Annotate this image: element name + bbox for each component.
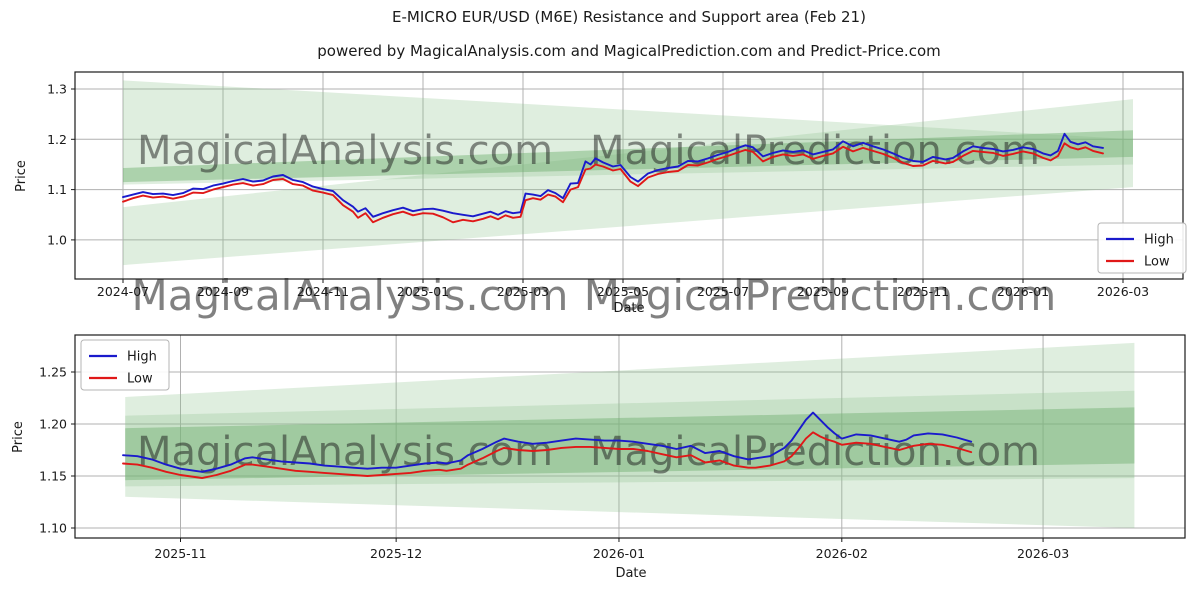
top-chart-x-tick-label: 2025-09 xyxy=(797,284,849,299)
bottom-chart-x-tick-label: 2025-11 xyxy=(154,546,206,561)
bottom-chart-legend-high-label: High xyxy=(127,350,157,365)
top-chart-x-tick-label: 2026-03 xyxy=(1097,284,1149,299)
top-chart-core-band xyxy=(123,130,1133,183)
bottom-chart-legend-low-label: Low xyxy=(127,372,153,387)
bottom-chart-core-band xyxy=(125,407,1135,481)
watermark-magicalprediction-bottom: MagicalPrediction.com xyxy=(590,429,1040,475)
top-chart-high-line xyxy=(122,132,1104,218)
bottom-chart-outer-band xyxy=(125,342,1135,528)
bottom-chart-y-tick-label: 1.25 xyxy=(39,365,67,380)
bottom-chart-legend-box xyxy=(80,339,170,391)
top-chart-support-wedge xyxy=(123,99,1133,266)
figure-title: E-MICRO EUR/USD (M6E) Resistance and Sup… xyxy=(392,8,866,26)
figure-subtitle: powered by MagicalAnalysis.com and Magic… xyxy=(317,42,941,60)
top-chart-y-tick-label: 1.0 xyxy=(47,232,67,247)
chart-foreground-layer: 2024-07 2024-09 2024-11 2025-01 2025-03 2025-… xyxy=(39,71,1187,561)
bottom-chart-plot-border xyxy=(74,334,1186,539)
bottom-chart-y-tick-label: 1.10 xyxy=(39,521,67,536)
top-chart-y-tick-label: 1.1 xyxy=(47,182,67,197)
watermark-magicalanalysis-top: MagicalAnalysis.com xyxy=(137,128,553,174)
top-chart-legend-box xyxy=(1097,222,1187,274)
top-chart-x-tick-label: 2024-09 xyxy=(197,284,249,299)
top-chart-y-axis-label: Price xyxy=(14,160,29,192)
top-chart-x-tick-label: 2025-05 xyxy=(597,284,649,299)
top-chart-x-tick-label: 2025-07 xyxy=(697,284,749,299)
top-chart-y-tick-label: 1.2 xyxy=(47,132,67,147)
top-chart-x-tick-label: 2024-07 xyxy=(97,284,149,299)
top-chart-x-tick-label: 2025-11 xyxy=(897,284,949,299)
top-chart-legend: High Low xyxy=(1097,222,1187,274)
watermark-magicalanalysis-bottom: MagicalAnalysis.com xyxy=(137,429,553,475)
bottom-chart-x-tick-label: 2025-12 xyxy=(370,546,422,561)
bottom-chart-x-tick-label: 2026-01 xyxy=(593,546,645,561)
top-chart-legend-high-label: High xyxy=(1144,233,1174,248)
bottom-chart-high-line xyxy=(122,411,973,473)
bottom-chart-mid-band xyxy=(125,390,1135,487)
top-chart-low-line xyxy=(122,142,1104,224)
bottom-chart-y-axis-label: Price xyxy=(11,421,26,453)
top-chart-resistance-wedge xyxy=(123,80,1133,185)
top-chart-x-axis-label: Date xyxy=(613,301,644,316)
bottom-chart-x-tick-label: 2026-03 xyxy=(1017,546,1069,561)
bottom-chart-y-tick-label: 1.20 xyxy=(39,417,67,432)
top-chart-x-tick-label: 2024-11 xyxy=(297,284,349,299)
top-chart-x-tick-label: 2026-01 xyxy=(997,284,1049,299)
top-chart-plot-border xyxy=(74,71,1184,280)
bottom-chart-low-line xyxy=(122,431,973,480)
top-chart-x-tick-label: 2025-01 xyxy=(397,284,449,299)
chart-background-layer xyxy=(75,72,1185,538)
bottom-chart-y-tick-label: 1.15 xyxy=(39,469,67,484)
bottom-chart-x-axis-label: Date xyxy=(615,566,646,581)
top-chart-y-tick-label: 1.3 xyxy=(47,82,67,97)
bottom-chart-legend: High Low xyxy=(80,339,170,391)
top-chart-x-tick-label: 2025-03 xyxy=(497,284,549,299)
top-chart-legend-low-label: Low xyxy=(1144,255,1170,270)
bottom-chart-x-tick-label: 2026-02 xyxy=(816,546,868,561)
